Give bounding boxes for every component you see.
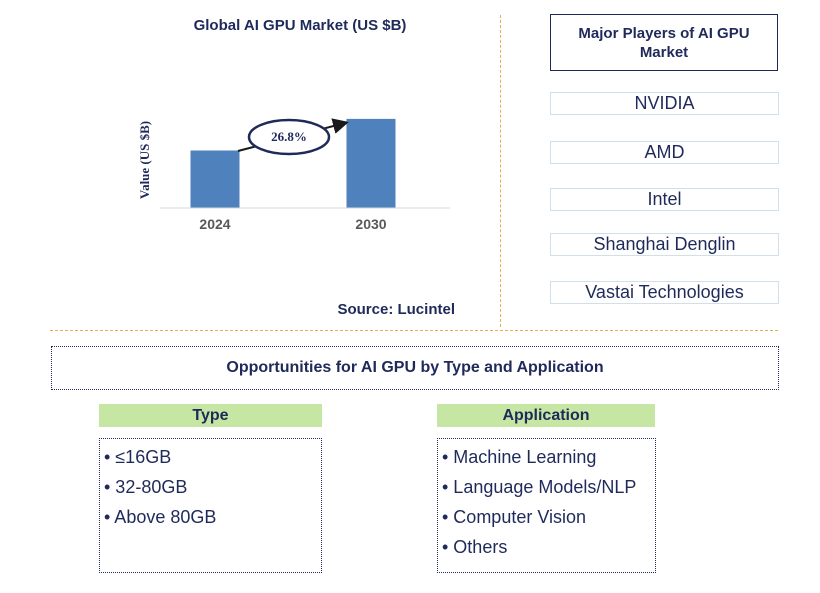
application-item: • Computer Vision (442, 507, 587, 527)
player-item: Intel (550, 188, 779, 211)
horizontal-divider (50, 330, 778, 331)
player-item: Vastai Technologies (550, 281, 779, 304)
bar-chart: Value (US $B) 26.8% 2024 2030 (137, 118, 450, 232)
opportunities-title: Opportunities for AI GPU by Type and App… (51, 346, 779, 390)
player-item: AMD (550, 141, 779, 164)
player-item: Shanghai Denglin (550, 233, 779, 256)
application-header: Application (437, 404, 655, 427)
y-axis-label: Value (US $B) (137, 121, 152, 199)
bar-2024 (190, 150, 240, 208)
growth-label: 26.8% (271, 129, 307, 144)
x-tick-label: 2030 (355, 216, 386, 232)
chart-title: Global AI GPU Market (US $B) (193, 17, 407, 34)
type-item: • 32-80GB (104, 477, 188, 497)
source-label: Source: Lucintel (337, 301, 455, 318)
growth-ellipse (247, 118, 331, 156)
type-item: • ≤16GB (104, 447, 172, 467)
application-item: • Machine Learning (442, 447, 597, 467)
type-header: Type (99, 404, 322, 427)
type-list: • ≤16GB • 32-80GB • Above 80GB (99, 438, 322, 573)
application-item: • Language Models/NLP (442, 477, 637, 497)
x-tick-label: 2024 (199, 216, 230, 232)
players-title: Major Players of AI GPU Market (550, 14, 778, 71)
bar-2030 (346, 118, 396, 208)
player-item: NVIDIA (550, 92, 779, 115)
application-list: • Machine Learning • Language Models/NLP… (437, 438, 656, 573)
vertical-divider (500, 15, 501, 327)
type-item: • Above 80GB (104, 507, 217, 527)
application-item: • Others (442, 537, 508, 557)
